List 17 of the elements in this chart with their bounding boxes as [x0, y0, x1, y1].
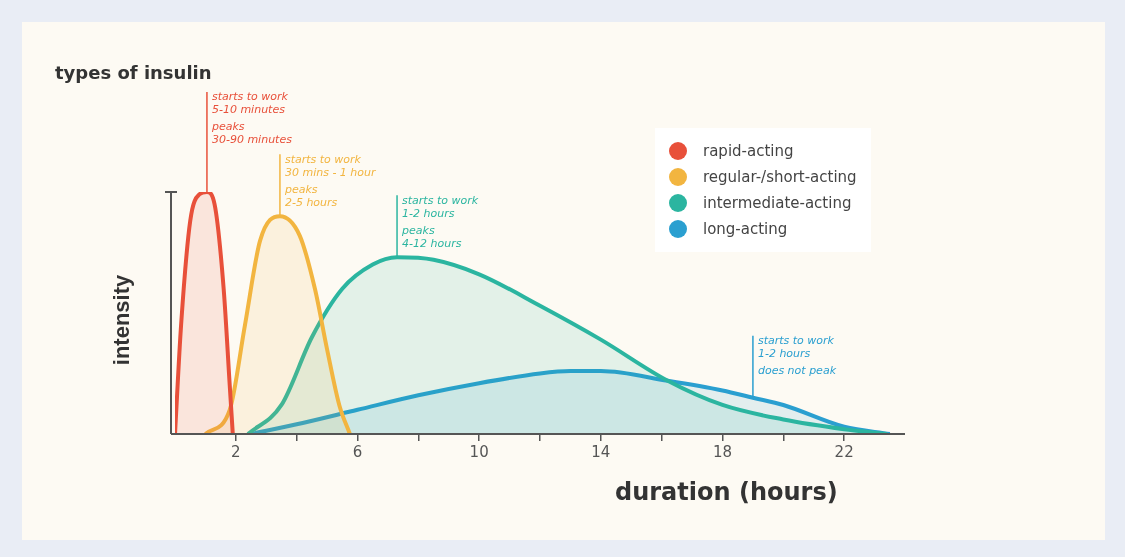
x-tick-label: 2	[231, 442, 241, 461]
x-tick-label: 18	[712, 442, 733, 461]
annotation: starts to work 5-10 minutes peaks 30-90 minutes	[210, 90, 293, 147]
y-axis-title: intensity	[109, 274, 135, 366]
legend-label: intermediate-acting	[703, 194, 852, 212]
annotation: starts to work 1-2 hours peaks 4-12 hours	[401, 193, 479, 250]
annotation: starts to work 30 mins - 1 hour peaks 2-5 hours	[283, 152, 378, 209]
chart-title: types of insulin	[55, 62, 212, 83]
annotation: starts to work 1-2 hours does not peak	[757, 334, 837, 378]
legend-label: regular-/short-acting	[703, 168, 857, 186]
x-tick-label: 10	[469, 442, 489, 461]
legend-label: long-acting	[703, 220, 788, 238]
x-tick-label: 14	[591, 442, 611, 461]
x-tick-label: 6	[352, 442, 363, 461]
x-tick-label: 22	[834, 442, 854, 461]
x-axis-title: duration (hours)	[615, 478, 838, 506]
legend-label: rapid-acting	[703, 142, 794, 160]
